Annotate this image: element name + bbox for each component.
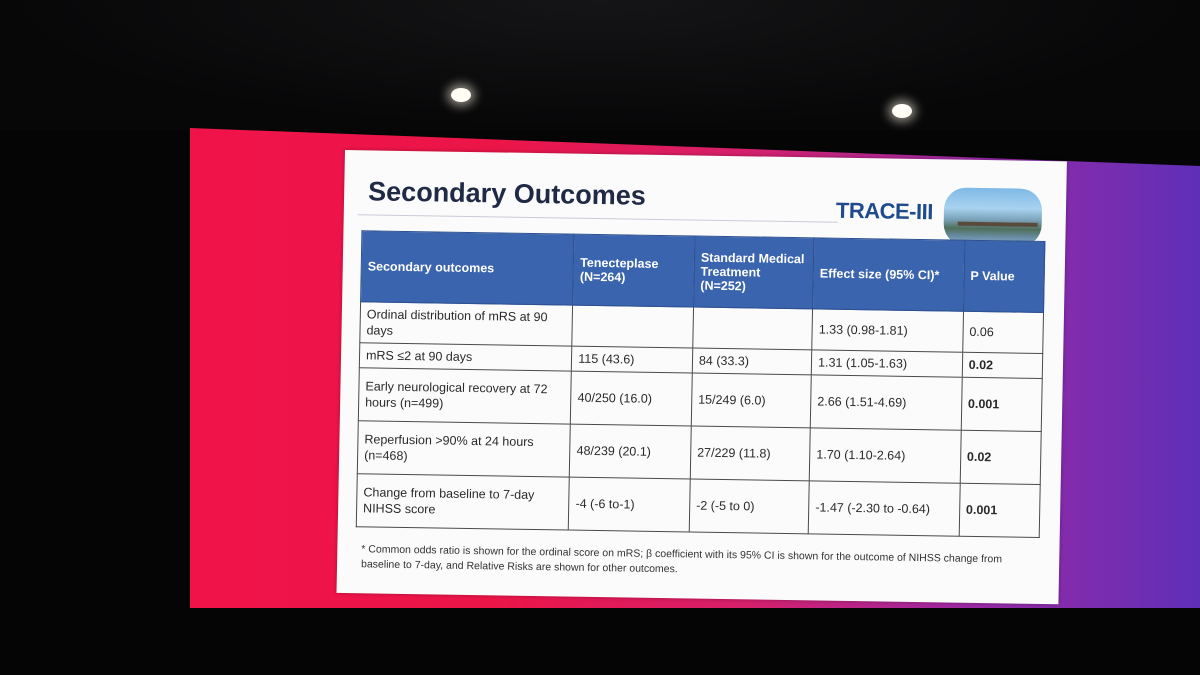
outcome-cell: mRS ≤2 at 90 days — [359, 342, 573, 372]
ceiling — [0, 0, 1200, 130]
logo-text: TRACE-III — [835, 197, 934, 225]
effect-cell: 1.33 (0.98-1.81) — [811, 308, 964, 353]
header-cell: Tenecteplase (N=264) — [572, 234, 695, 307]
standard-cell: -2 (-5 to 0) — [689, 478, 810, 534]
tenecteplase-cell: -4 (-6 to-1) — [568, 477, 691, 532]
tenecteplase-cell: 48/239 (20.1) — [569, 424, 692, 479]
logo-landscape-image — [943, 187, 1043, 247]
effect-cell: 1.31 (1.05-1.63) — [811, 349, 963, 378]
outcome-cell: Reperfusion >90% at 24 hours (n=468) — [357, 420, 571, 478]
p-value-cell: 0.02 — [962, 352, 1043, 379]
header-cell: Effect size (95% CI)* — [812, 237, 965, 312]
standard-cell: 84 (33.3) — [692, 347, 812, 375]
table-row: Change from baseline to 7-day NIHSS scor… — [356, 473, 1041, 538]
title-divider — [357, 214, 838, 223]
effect-cell: -1.47 (-2.30 to -0.64) — [808, 480, 960, 537]
secondary-outcomes-table: Secondary outcomes Tenecteplase (N=264) … — [356, 230, 1046, 538]
ceiling-light — [451, 88, 471, 102]
table-header-row: Secondary outcomes Tenecteplase (N=264) … — [360, 230, 1045, 313]
presentation-slide: Secondary Outcomes TRACE-III Secondary o… — [336, 150, 1067, 605]
tenecteplase-cell — [572, 305, 694, 348]
standard-cell: 15/249 (6.0) — [691, 372, 812, 428]
outcome-cell: Ordinal distribution of mRS at 90 days — [359, 301, 573, 347]
tenecteplase-cell: 40/250 (16.0) — [570, 371, 693, 426]
ceiling-light — [892, 104, 912, 118]
header-cell: Secondary outcomes — [360, 230, 575, 306]
bridge-shape — [957, 221, 1038, 227]
table-footnote: * Common odds ratio is shown for the ord… — [360, 543, 1003, 576]
effect-cell: 1.70 (1.10-2.64) — [809, 427, 961, 484]
header-cell: Standard Medical Treatment (N=252) — [693, 236, 815, 309]
outcome-cell: Change from baseline to 7-day NIHSS scor… — [356, 473, 570, 531]
p-value-cell: 0.001 — [960, 377, 1043, 432]
header-cell: P Value — [963, 240, 1045, 313]
p-value-cell: 0.001 — [958, 483, 1041, 538]
slide-title: Secondary Outcomes — [367, 176, 647, 211]
p-value-cell: 0.06 — [962, 311, 1044, 354]
tenecteplase-cell: 115 (43.6) — [571, 346, 693, 373]
standard-cell — [692, 306, 813, 350]
effect-cell: 2.66 (1.51-4.69) — [810, 374, 963, 431]
p-value-cell: 0.02 — [959, 430, 1042, 485]
outcome-cell: Early neurological recovery at 72 hours … — [358, 367, 572, 425]
standard-cell: 27/229 (11.8) — [690, 425, 811, 481]
